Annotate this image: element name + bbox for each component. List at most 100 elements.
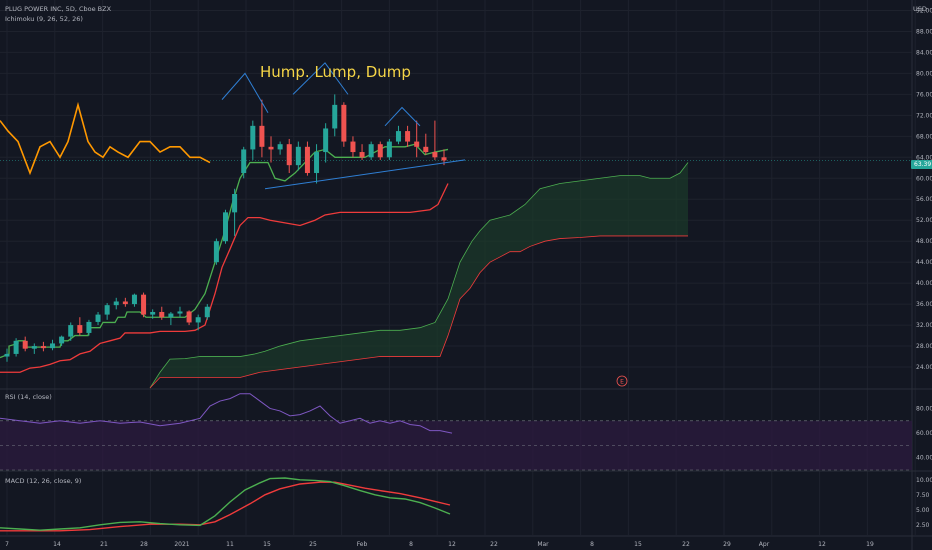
candle-body bbox=[213, 241, 219, 263]
rsi-axis-tick: 80.00 bbox=[916, 405, 932, 412]
hump-drawing bbox=[292, 62, 349, 95]
macd-axis-tick: 7.50 bbox=[916, 492, 930, 499]
candle-body bbox=[250, 125, 256, 150]
time-axis-tick: 28 bbox=[140, 541, 148, 548]
candle-body bbox=[432, 152, 438, 158]
time-axis-tick: 8 bbox=[409, 541, 413, 548]
ichimoku-cloud bbox=[150, 162, 688, 388]
time-axis-tick: 2021 bbox=[174, 541, 189, 548]
candle-body bbox=[104, 305, 110, 315]
candle-body bbox=[332, 104, 338, 129]
macd-line bbox=[0, 477, 451, 531]
time-axis-tick: 12 bbox=[448, 541, 456, 548]
price-axis-tick: 92.00 bbox=[916, 7, 932, 14]
price-axis-tick: 64.00 bbox=[916, 154, 932, 161]
rsi-axis-tick: 60.00 bbox=[916, 430, 932, 437]
price-axis-tick: 60.00 bbox=[916, 175, 932, 182]
candle-body bbox=[295, 146, 301, 166]
rsi-line bbox=[0, 393, 453, 434]
candle-body bbox=[386, 141, 392, 158]
candle-body bbox=[368, 144, 374, 158]
annotation-text: Hump. Lump, Dump bbox=[260, 63, 411, 81]
candle-body bbox=[359, 152, 365, 158]
time-axis-tick: 19 bbox=[866, 541, 874, 548]
candle-body bbox=[377, 144, 383, 158]
candle-body bbox=[414, 141, 420, 147]
time-axis-tick: 21 bbox=[100, 541, 108, 548]
candle-body bbox=[68, 325, 74, 337]
time-axis-tick: 7 bbox=[5, 541, 9, 548]
candle-body bbox=[441, 157, 447, 161]
candle-body bbox=[304, 146, 310, 174]
candle-body bbox=[95, 314, 101, 322]
candle-body bbox=[131, 294, 137, 305]
candle-body bbox=[259, 125, 265, 147]
candle-body bbox=[40, 346, 46, 349]
ichimoku-label[interactable]: Ichimoku (9, 26, 52, 26) bbox=[5, 15, 83, 23]
candle-body bbox=[168, 313, 174, 318]
candle-body bbox=[341, 104, 347, 142]
time-axis-tick: 11 bbox=[226, 541, 234, 548]
candle-body bbox=[268, 146, 274, 150]
candle-body bbox=[222, 212, 229, 242]
last-price-tag: 63.39 bbox=[911, 160, 932, 169]
macd-label[interactable]: MACD (12, 26, close, 9) bbox=[5, 477, 82, 485]
price-axis-tick: 44.00 bbox=[916, 259, 932, 266]
price-axis-tick: 40.00 bbox=[916, 280, 932, 287]
price-axis-tick: 48.00 bbox=[916, 238, 932, 245]
time-axis-tick: 15 bbox=[263, 541, 271, 548]
candle-body bbox=[314, 152, 320, 174]
candle-body bbox=[405, 131, 411, 142]
candle-body bbox=[395, 131, 401, 142]
candle-body bbox=[4, 353, 10, 357]
candle-body bbox=[241, 149, 247, 174]
hump-drawing bbox=[221, 72, 269, 113]
time-axis-tick: 22 bbox=[490, 541, 498, 548]
cloud-span-b bbox=[149, 235, 688, 389]
candle-body bbox=[286, 144, 292, 166]
price-axis-tick: 28.00 bbox=[916, 343, 932, 350]
base-line bbox=[0, 183, 449, 373]
candle-body bbox=[50, 343, 56, 349]
candle-body bbox=[177, 311, 183, 314]
price-axis-tick: 52.00 bbox=[916, 217, 932, 224]
candle-body bbox=[277, 144, 283, 150]
candle-body bbox=[150, 311, 156, 315]
neckline-trendline bbox=[264, 159, 466, 190]
candle-body bbox=[86, 321, 92, 333]
time-axis-tick: 22 bbox=[682, 541, 690, 548]
price-axis-tick: 76.00 bbox=[916, 91, 932, 98]
macd-axis-tick: 2.50 bbox=[916, 522, 930, 529]
cloud-span-a bbox=[149, 162, 689, 389]
price-axis-tick: 36.00 bbox=[916, 301, 932, 308]
candle-body bbox=[113, 301, 119, 306]
price-axis-tick: 80.00 bbox=[916, 70, 932, 77]
time-axis-tick: Apr bbox=[759, 541, 770, 548]
candle-body bbox=[195, 317, 201, 323]
price-axis-tick: 72.00 bbox=[916, 112, 932, 119]
candle-body bbox=[323, 128, 329, 153]
earnings-marker-label: E bbox=[620, 379, 624, 386]
macd-axis-tick: 5.00 bbox=[916, 507, 930, 514]
candle-body bbox=[77, 325, 83, 333]
price-axis-tick: 88.00 bbox=[916, 28, 932, 35]
time-axis-tick: 29 bbox=[723, 541, 731, 548]
time-axis-tick: 14 bbox=[53, 541, 61, 548]
macd-axis-tick: 10.00 bbox=[916, 477, 932, 484]
rsi-axis-tick: 40.00 bbox=[916, 455, 932, 462]
candle-body bbox=[141, 294, 147, 315]
hump-drawing bbox=[384, 106, 421, 127]
time-axis-tick: Mar bbox=[537, 541, 549, 548]
candle-body bbox=[186, 311, 192, 323]
symbol-title: PLUG POWER INC, 5D, Cboe BZX bbox=[5, 5, 112, 13]
candle-body bbox=[31, 346, 37, 349]
candle-body bbox=[232, 194, 238, 213]
candle-body bbox=[423, 146, 429, 153]
candle-body bbox=[13, 340, 19, 354]
candle-body bbox=[22, 340, 28, 349]
time-axis-tick: 15 bbox=[634, 541, 642, 548]
lagging-span bbox=[0, 101, 211, 176]
rsi-label[interactable]: RSI (14, close) bbox=[5, 393, 52, 401]
earnings-marker bbox=[616, 375, 628, 387]
